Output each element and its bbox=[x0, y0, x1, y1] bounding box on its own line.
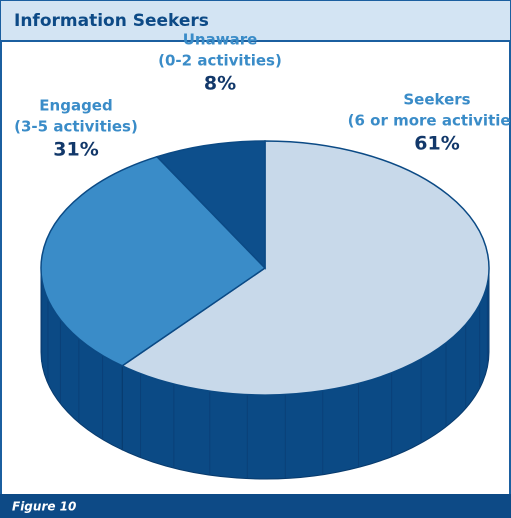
value-label: 61% bbox=[414, 133, 459, 155]
caption: Figure 10 bbox=[12, 500, 76, 514]
slice-detail: (3-5 activities) bbox=[14, 118, 138, 136]
slice-detail: (6 or more activities) bbox=[348, 112, 511, 130]
footer-bar bbox=[0, 494, 511, 518]
pie-slice bbox=[40, 155, 267, 367]
slice-name: Seekers bbox=[403, 91, 470, 109]
value-label: 31% bbox=[53, 139, 98, 161]
slice-detail: (0-2 activities) bbox=[158, 52, 282, 70]
pie bbox=[40, 140, 490, 480]
value-label: 8% bbox=[204, 73, 236, 95]
slice-name: Engaged bbox=[39, 97, 112, 115]
pie-slice bbox=[120, 140, 490, 396]
chart-title: Information Seekers bbox=[14, 11, 209, 31]
header-bar bbox=[1, 1, 510, 41]
pie-slice bbox=[155, 140, 266, 270]
labels: Seekers (6 or more activities) 61% Engaged (… bbox=[14, 31, 511, 161]
slice-name: Unaware bbox=[183, 31, 258, 49]
